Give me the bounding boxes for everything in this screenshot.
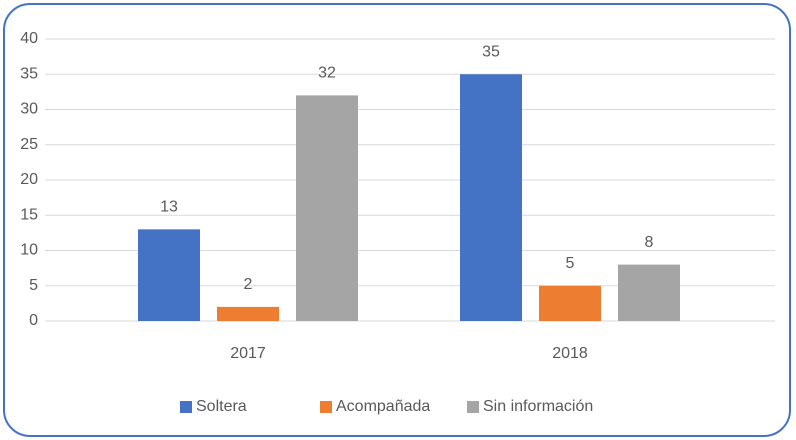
legend-label: Sin información bbox=[483, 398, 593, 415]
y-tick-label: 35 bbox=[20, 65, 38, 82]
y-tick-label: 5 bbox=[29, 277, 38, 294]
data-label: 32 bbox=[318, 65, 336, 82]
data-label: 13 bbox=[160, 199, 178, 216]
y-tick-label: 25 bbox=[20, 136, 38, 153]
bar bbox=[539, 285, 601, 321]
x-tick-label: 2018 bbox=[552, 345, 588, 362]
bar bbox=[296, 95, 358, 322]
legend-swatch bbox=[320, 401, 332, 413]
bar bbox=[460, 74, 522, 321]
y-tick-label: 20 bbox=[20, 171, 38, 188]
y-tick-label: 0 bbox=[29, 312, 38, 329]
legend-swatch bbox=[467, 401, 479, 413]
x-tick-label: 2017 bbox=[230, 345, 266, 362]
legend-swatch bbox=[180, 401, 192, 413]
y-tick-label: 10 bbox=[20, 242, 38, 259]
y-tick-label: 15 bbox=[20, 206, 38, 223]
data-label: 8 bbox=[645, 234, 654, 251]
legend-label: Soltera bbox=[196, 398, 247, 415]
bar bbox=[217, 306, 279, 321]
data-label: 5 bbox=[566, 255, 575, 272]
y-tick-label: 40 bbox=[20, 30, 38, 47]
chart-border bbox=[3, 3, 791, 437]
data-label: 2 bbox=[244, 276, 253, 293]
bar bbox=[138, 229, 200, 321]
bar bbox=[618, 264, 680, 321]
data-label: 35 bbox=[482, 43, 500, 60]
legend-label: Acompañada bbox=[336, 398, 430, 415]
y-tick-label: 30 bbox=[20, 101, 38, 118]
